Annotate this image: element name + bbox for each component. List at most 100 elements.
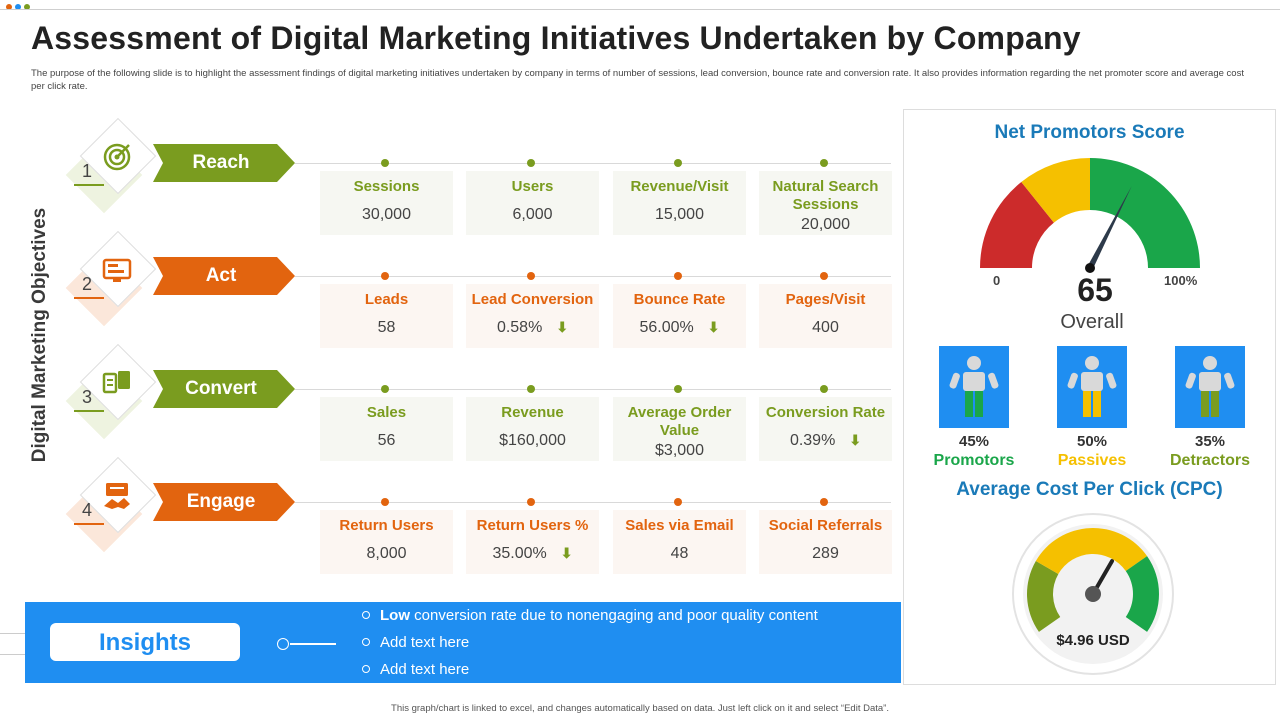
- metric-value: 400: [812, 319, 839, 336]
- stage-name: Act: [205, 265, 237, 286]
- stage-number: 2: [82, 274, 93, 294]
- metric-label: Return Users %: [476, 517, 589, 534]
- timeline-dot: [820, 159, 828, 167]
- timeline-dot: [674, 385, 682, 393]
- insights-button[interactable]: Insights: [50, 623, 240, 661]
- metric-value: 6,000: [512, 206, 553, 223]
- stage-name: Reach: [192, 152, 250, 173]
- documents-icon: [100, 366, 134, 405]
- stage-name: Convert: [185, 378, 257, 399]
- metric-card: Bounce Rate 56.00% ⬇: [613, 284, 746, 348]
- metric-value: 30,000: [362, 206, 411, 223]
- metric-value: 58: [377, 319, 396, 336]
- metric-label: Sales: [366, 404, 407, 421]
- top-divider: [0, 9, 1280, 10]
- nps-needle: [1087, 186, 1132, 270]
- page-title: Assessment of Digital Marketing Initiati…: [31, 20, 1081, 56]
- metric-card: Return Users % 35.00% ⬇: [466, 510, 599, 574]
- metric-value: 56.00%: [639, 319, 694, 336]
- metric-value: 20,000: [801, 216, 850, 233]
- person-icon: [939, 346, 1009, 428]
- timeline-dot: [527, 159, 535, 167]
- cpc-needle-hub: [1085, 586, 1101, 602]
- insights-deco-lines: [0, 633, 25, 655]
- metric-value: 56: [377, 432, 396, 449]
- down-arrow-icon: ⬇: [707, 319, 720, 335]
- metric-card: Lead Conversion 0.58% ⬇: [466, 284, 599, 348]
- timeline-dot: [381, 159, 389, 167]
- nps-group-pct: 35%: [1194, 433, 1226, 450]
- metric-label: Natural Search Sessions: [772, 178, 879, 213]
- nps-group-pct: 50%: [1076, 433, 1108, 450]
- timeline-dot: [527, 272, 535, 280]
- metric-card: Revenue/Visit 15,000: [613, 171, 746, 235]
- nps-score: 65: [1077, 272, 1113, 308]
- nps-gauge: [979, 157, 1200, 273]
- metric-card: Leads 58: [320, 284, 453, 348]
- stage-name: Engage: [186, 491, 256, 512]
- metric-value: $3,000: [655, 442, 704, 459]
- stage-diamond: 2: [65, 230, 157, 327]
- metric-value: 15,000: [655, 206, 704, 223]
- metric-value: 0.39%: [789, 432, 836, 449]
- timeline-dot: [527, 498, 535, 506]
- metric-label: Sales via Email: [625, 517, 734, 534]
- metric-card: Return Users 8,000: [320, 510, 453, 574]
- insights-connector-dot: [277, 638, 289, 650]
- target-icon: [100, 140, 134, 179]
- nps-group-name: Passives: [1057, 452, 1127, 469]
- metric-card: Average Order Value $3,000: [613, 397, 746, 461]
- metric-card: Sessions 30,000: [320, 171, 453, 235]
- stage-number: 4: [82, 500, 93, 520]
- metric-value: 0.58%: [496, 319, 543, 336]
- metric-value: 35.00%: [492, 545, 547, 562]
- nps-group-pct: 45%: [958, 433, 990, 450]
- insight-bullet: Low conversion rate due to nonengaging a…: [362, 607, 818, 624]
- stage-number: 3: [82, 387, 93, 407]
- stage-diamond: 4: [65, 456, 157, 553]
- insight-bullet: Add text here: [362, 634, 469, 651]
- stage-timeline: [295, 502, 891, 503]
- metric-card: Sales 56: [320, 397, 453, 461]
- metric-value: $160,000: [499, 432, 566, 449]
- metric-label: Revenue/Visit: [630, 178, 729, 195]
- timeline-dot: [820, 385, 828, 393]
- down-arrow-icon: ⬇: [849, 432, 862, 448]
- stage-number: 1: [82, 161, 93, 181]
- metric-card: Users 6,000: [466, 171, 599, 235]
- metric-label: Pages/Visit: [785, 291, 866, 308]
- person-icon: [1175, 346, 1245, 428]
- nps-min-label: 0: [993, 273, 1001, 288]
- page-subtitle: The purpose of the following slide is to…: [31, 68, 1244, 92]
- nps-caption: Overall: [1060, 311, 1124, 333]
- timeline-dot: [381, 385, 389, 393]
- metric-label: Social Referrals: [768, 517, 883, 534]
- metric-label: Users: [511, 178, 554, 195]
- window-dots: [6, 4, 30, 10]
- cpc-gauge: [1012, 513, 1174, 675]
- cpc-title: Average Cost Per Click (CPC): [956, 479, 1223, 500]
- stage-timeline: [295, 163, 891, 164]
- timeline-dot: [381, 272, 389, 280]
- metric-label: Sessions: [353, 178, 420, 195]
- stage-timeline: [295, 276, 891, 277]
- metric-label: Return Users: [339, 517, 434, 534]
- metric-label: Revenue: [501, 404, 564, 421]
- metric-label: Lead Conversion: [471, 291, 594, 308]
- insights-connector-line: [290, 643, 336, 645]
- timeline-dot: [820, 498, 828, 506]
- timeline-dot: [527, 385, 535, 393]
- metric-label: Leads: [364, 291, 409, 308]
- metric-card: Pages/Visit 400: [759, 284, 892, 348]
- nps-group-name: Detractors: [1169, 452, 1251, 469]
- metric-card: Social Referrals 289: [759, 510, 892, 574]
- metric-value: 289: [812, 545, 839, 562]
- insight-bullet: Add text here: [362, 661, 469, 678]
- metric-label: Conversion Rate: [765, 404, 886, 421]
- metric-card: Natural Search Sessions 20,000: [759, 171, 892, 235]
- timeline-dot: [674, 272, 682, 280]
- timeline-dot: [820, 272, 828, 280]
- metric-label: Average Order Value: [627, 404, 732, 439]
- nps-max-label: 100%: [1164, 273, 1198, 288]
- right-panel: [903, 109, 1276, 685]
